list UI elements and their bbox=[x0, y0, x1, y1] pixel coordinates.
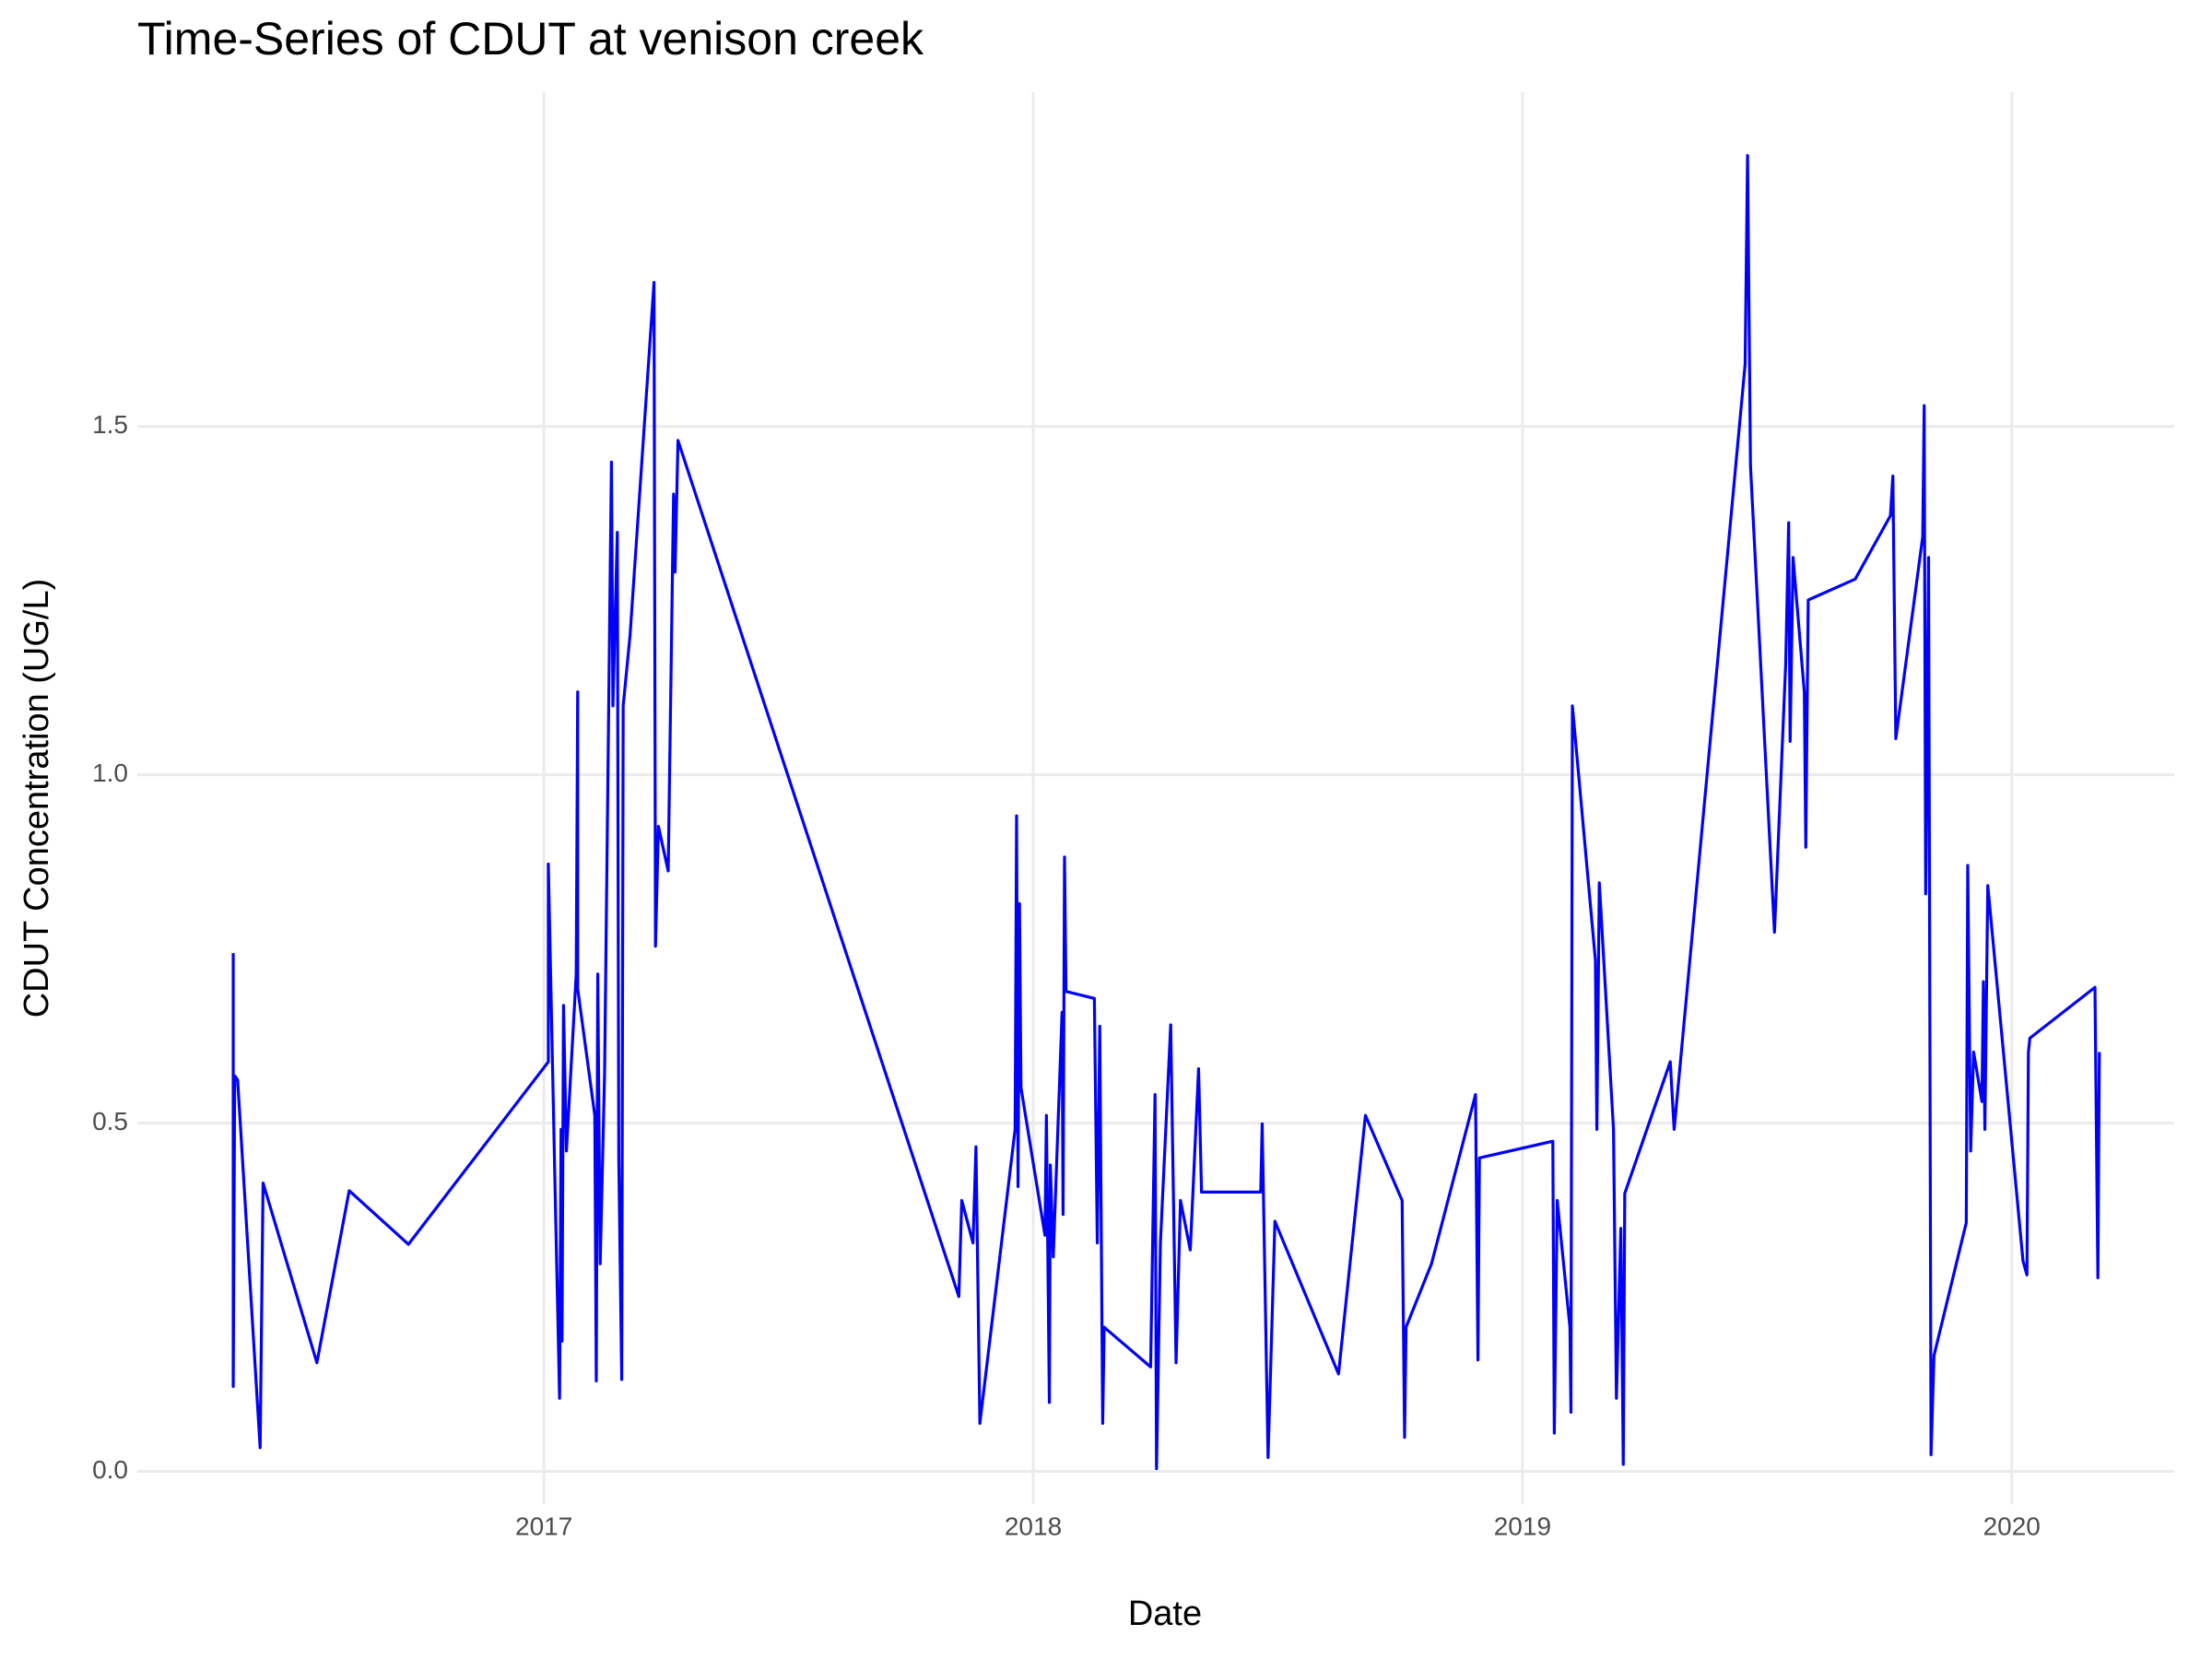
y-tick-label: 0.0 bbox=[92, 1455, 128, 1484]
data-line bbox=[231, 154, 2101, 1471]
y-tick-label: 1.0 bbox=[92, 759, 128, 787]
x-tick-label: 2019 bbox=[1494, 1512, 1551, 1540]
y-tick-label: 1.5 bbox=[92, 410, 128, 439]
y-axis-title: CDUT Concentration (UG/L) bbox=[18, 579, 56, 1018]
x-axis-title: Date bbox=[1128, 1594, 1202, 1633]
y-tick-label: 0.5 bbox=[92, 1107, 128, 1135]
x-tick-label: 2020 bbox=[1983, 1512, 2041, 1540]
x-tick-label: 2017 bbox=[515, 1512, 572, 1540]
x-tick-label: 2018 bbox=[1005, 1512, 1062, 1540]
chart-title: Time-Series of CDUT at venison creek bbox=[137, 13, 924, 65]
